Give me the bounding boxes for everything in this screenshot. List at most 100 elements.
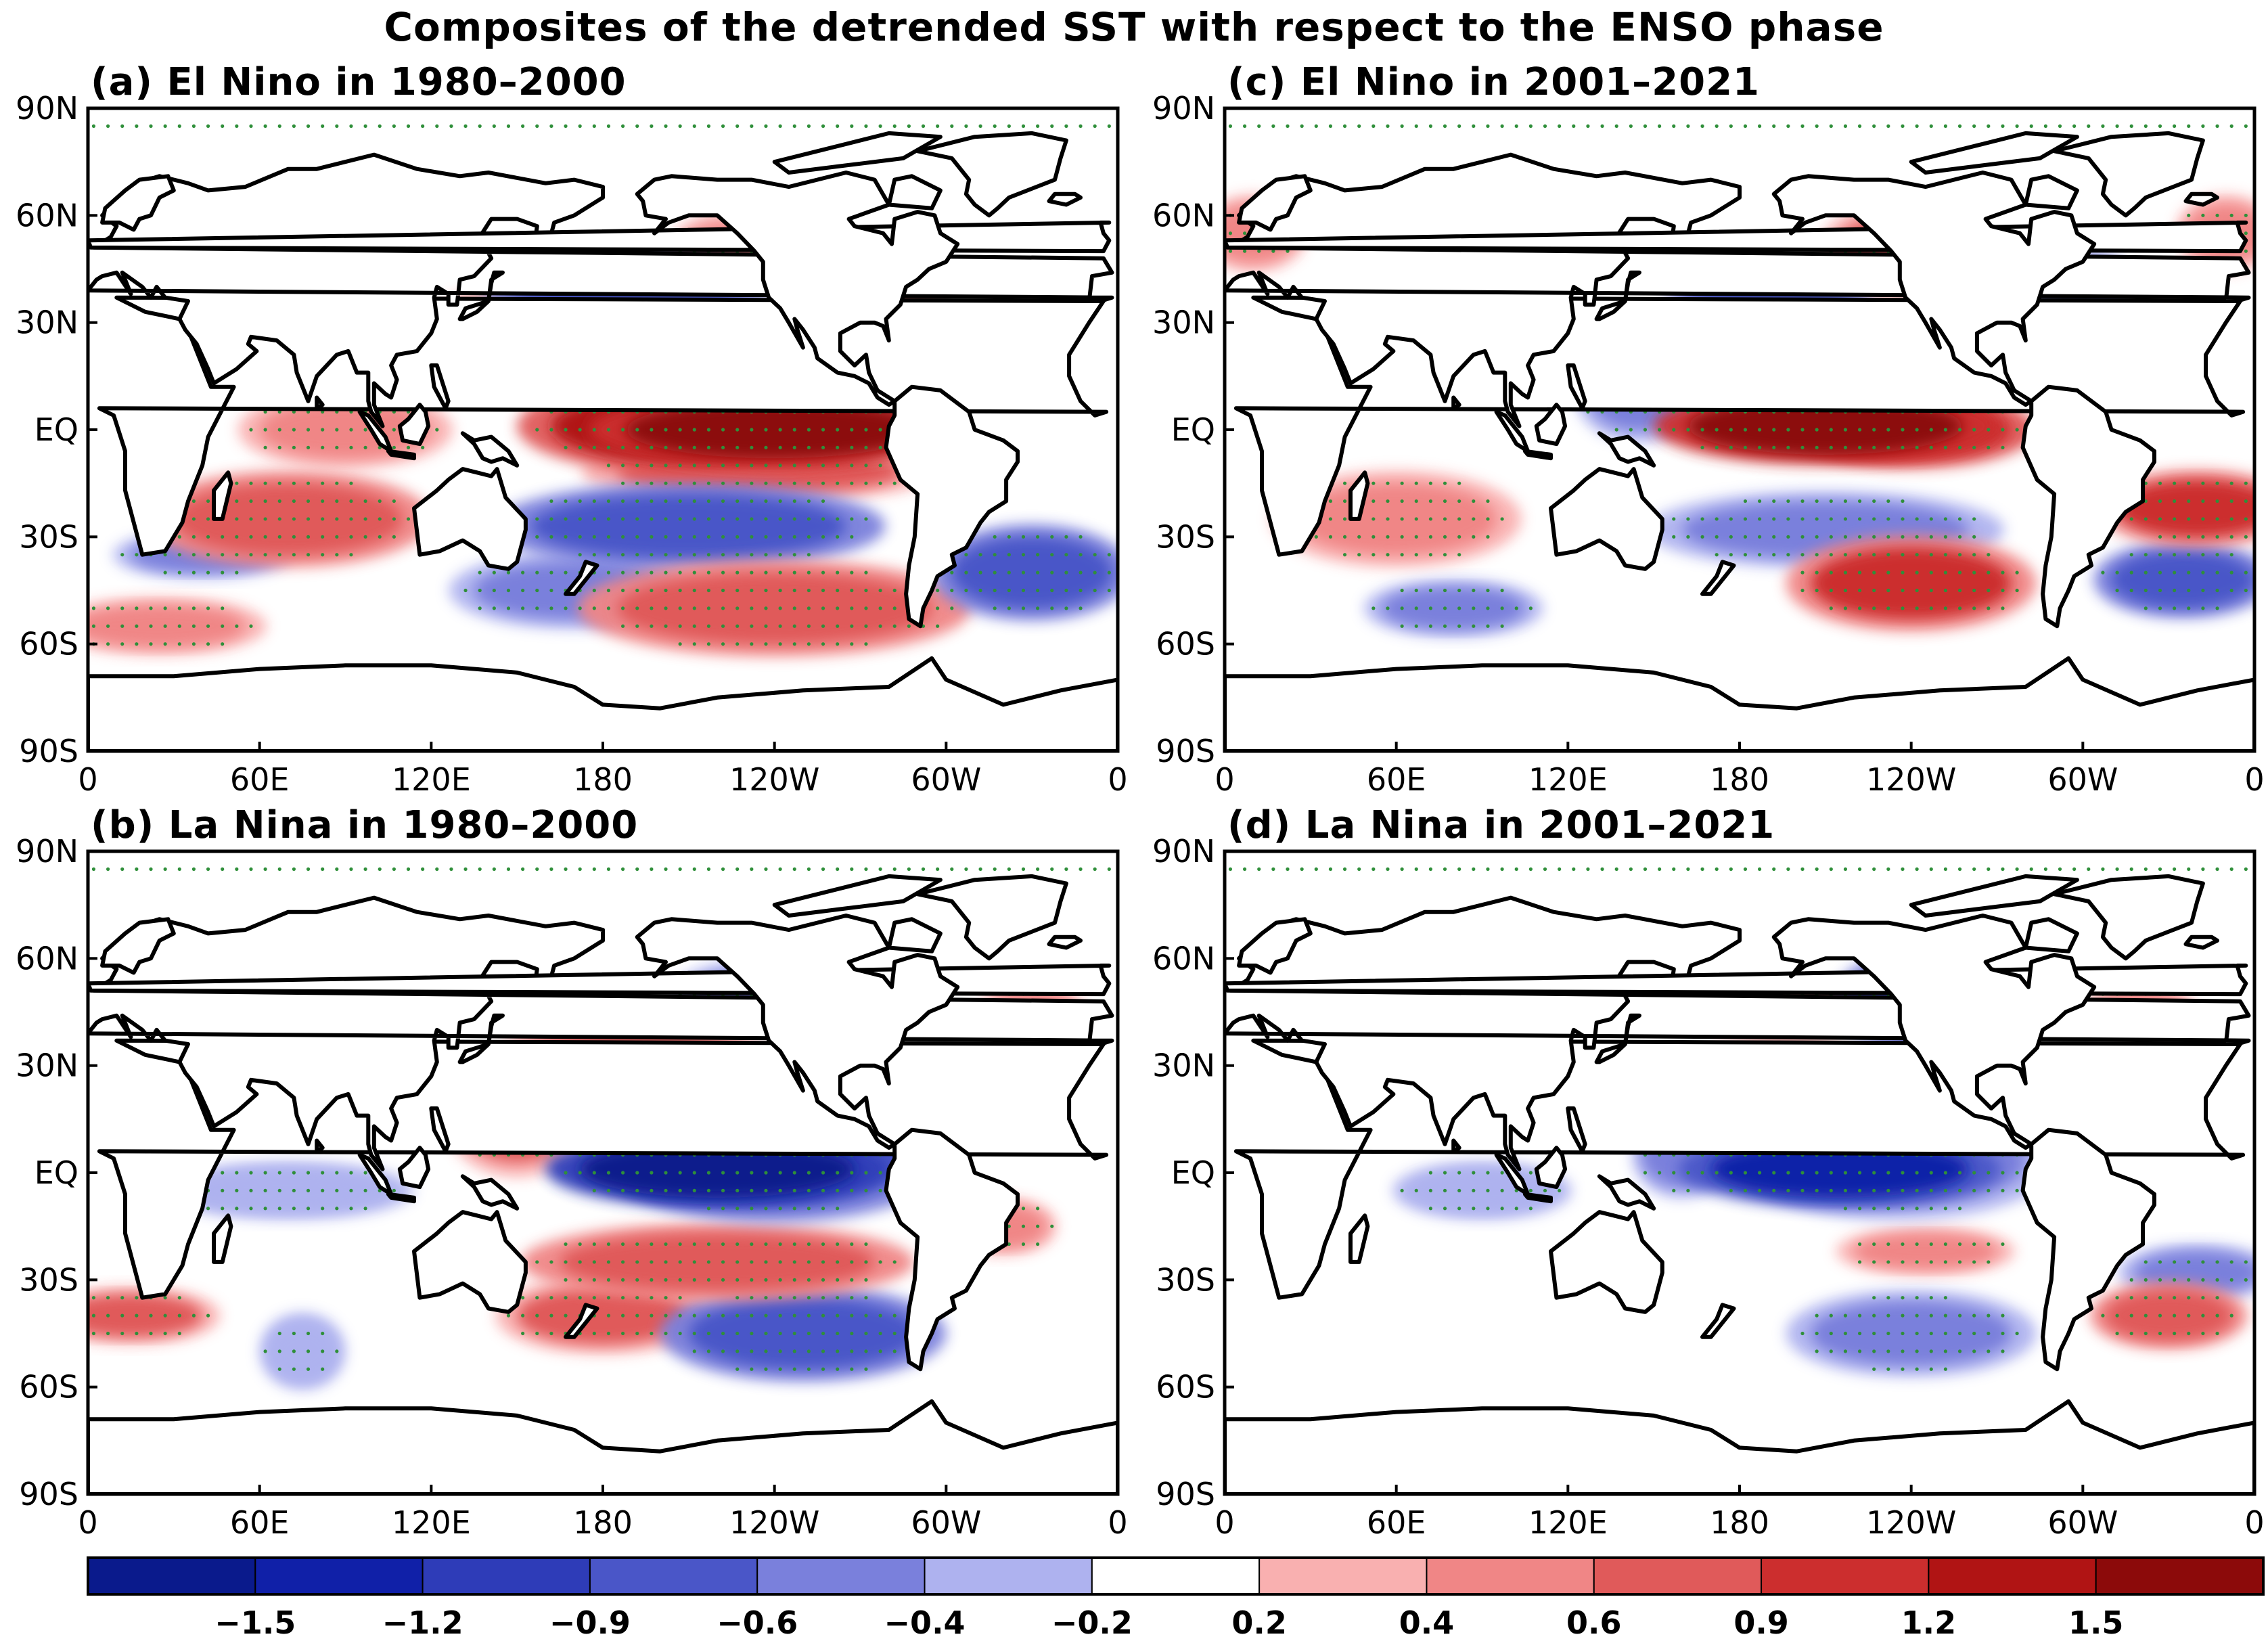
stipple-dot: [1972, 606, 1976, 610]
stipple-dot: [764, 624, 768, 628]
stipple-dot: [2244, 867, 2248, 871]
anomaly-blob: [2117, 479, 2254, 537]
stipple-dot: [735, 1313, 740, 1318]
stipple-dot: [1886, 1296, 1890, 1300]
stipple-dot: [735, 535, 740, 539]
stipple-dot: [321, 553, 325, 557]
stipple-dot: [1428, 1188, 1432, 1192]
stipple-dot: [1957, 1260, 1962, 1264]
stipple-dot: [735, 1278, 740, 1282]
stipple-dot: [2187, 1296, 2191, 1300]
y-tick-label: 30S: [19, 1261, 78, 1298]
stipple-dot: [1729, 445, 1733, 449]
stipple-dot: [964, 570, 968, 575]
stipple-dot: [263, 124, 267, 128]
stipple-dot: [650, 464, 654, 468]
stipple-dot: [191, 606, 196, 610]
stipple-dot: [1514, 606, 1518, 610]
stipple-dot: [807, 570, 811, 575]
stipple-dot: [1943, 1171, 1947, 1175]
stipple-dot: [878, 867, 882, 871]
colorbar-tick-label: −1.2: [382, 1604, 463, 1641]
stipple-dot: [1050, 124, 1054, 128]
stipple-dot: [1757, 428, 1762, 432]
stipple-dot: [478, 867, 482, 871]
stipple-dot: [1400, 124, 1404, 128]
stipple-dot: [850, 124, 854, 128]
stipple-dot: [235, 1188, 239, 1192]
stipple-dot: [578, 1296, 582, 1300]
y-tick-label: 30N: [1152, 1048, 1215, 1084]
stipple-dot: [2158, 517, 2162, 521]
stipple-dot: [764, 517, 768, 521]
stipple-dot: [1929, 588, 1933, 593]
stipple-dot: [836, 570, 840, 575]
stipple-dot: [163, 606, 167, 610]
stipple-dot: [1242, 249, 1247, 253]
stipple-dot: [1829, 1171, 1833, 1175]
colorbar-segment: [1091, 1557, 1261, 1595]
stipple-dot: [2201, 517, 2205, 521]
stipple-dot: [1843, 588, 1848, 593]
stipple-dot: [106, 1313, 110, 1318]
stipple-dot: [692, 553, 696, 557]
stipple-dot: [792, 1171, 796, 1175]
stipple-dot: [1500, 606, 1504, 610]
stipple-dot: [1050, 588, 1054, 593]
stipple-dot: [936, 124, 940, 128]
stipple-dot: [549, 535, 553, 539]
stipple-dot: [1915, 553, 1919, 557]
stipple-dot: [106, 124, 110, 128]
stipple-dot: [1558, 867, 1562, 871]
stipple-dot: [521, 570, 525, 575]
stipple-dot: [620, 1278, 625, 1282]
stipple-dot: [1729, 517, 1733, 521]
stipple-dot: [1901, 1296, 1905, 1300]
stipple-dot: [1457, 499, 1461, 503]
stipple-dot: [750, 624, 754, 628]
stipple-dot: [1050, 553, 1054, 557]
stipple-dot: [549, 517, 553, 521]
stipple-dot: [2015, 1171, 2019, 1175]
stipple-dot: [1901, 445, 1905, 449]
stipple-dot: [778, 1188, 782, 1192]
coastline-greenland: [2052, 131, 2205, 218]
stipple-dot: [836, 1171, 840, 1175]
stipple-dot: [678, 517, 682, 521]
coastline-eurasia: [88, 152, 1114, 428]
coastline-scandinavia: [100, 917, 176, 975]
stipple-dot: [235, 553, 239, 557]
stipple-dot: [206, 1207, 210, 1211]
stipple-dot: [292, 124, 296, 128]
stipple-dot: [1772, 124, 1776, 128]
stipple-dot: [321, 481, 325, 485]
stipple-dot: [1843, 1331, 1848, 1336]
coastline-madagascar: [212, 470, 233, 521]
stipple-dot: [2144, 517, 2148, 521]
stipple-dot: [850, 1260, 854, 1264]
stipple-dot: [807, 1242, 811, 1246]
stipple-dot: [1972, 1349, 1976, 1353]
stipple-dot: [2187, 535, 2191, 539]
coastline-new_zealand: [1700, 560, 1736, 596]
stipple-dot: [692, 642, 696, 646]
stipple-dot: [135, 1313, 139, 1318]
stipple-dot: [1901, 1313, 1905, 1318]
stipple-dot: [1457, 624, 1461, 628]
stipple-dot: [363, 517, 367, 521]
stipple-dot: [1500, 624, 1504, 628]
x-tick-label: 0: [1108, 761, 1127, 798]
stipple-dot: [1486, 517, 1490, 521]
stipple-dot: [1815, 499, 1819, 503]
stipple-dot: [392, 428, 396, 432]
stipple-dot: [1972, 445, 1976, 449]
stipple-dot: [2201, 606, 2205, 610]
stipple-dot: [635, 445, 639, 449]
x-tick-label: 120W: [1866, 761, 1956, 798]
stipple-dot: [392, 499, 396, 503]
stipple-dot: [177, 606, 181, 610]
stipple-dot: [363, 499, 367, 503]
stipple-dot: [706, 606, 711, 610]
stipple-dot: [263, 445, 267, 449]
stipple-dot: [120, 553, 124, 557]
